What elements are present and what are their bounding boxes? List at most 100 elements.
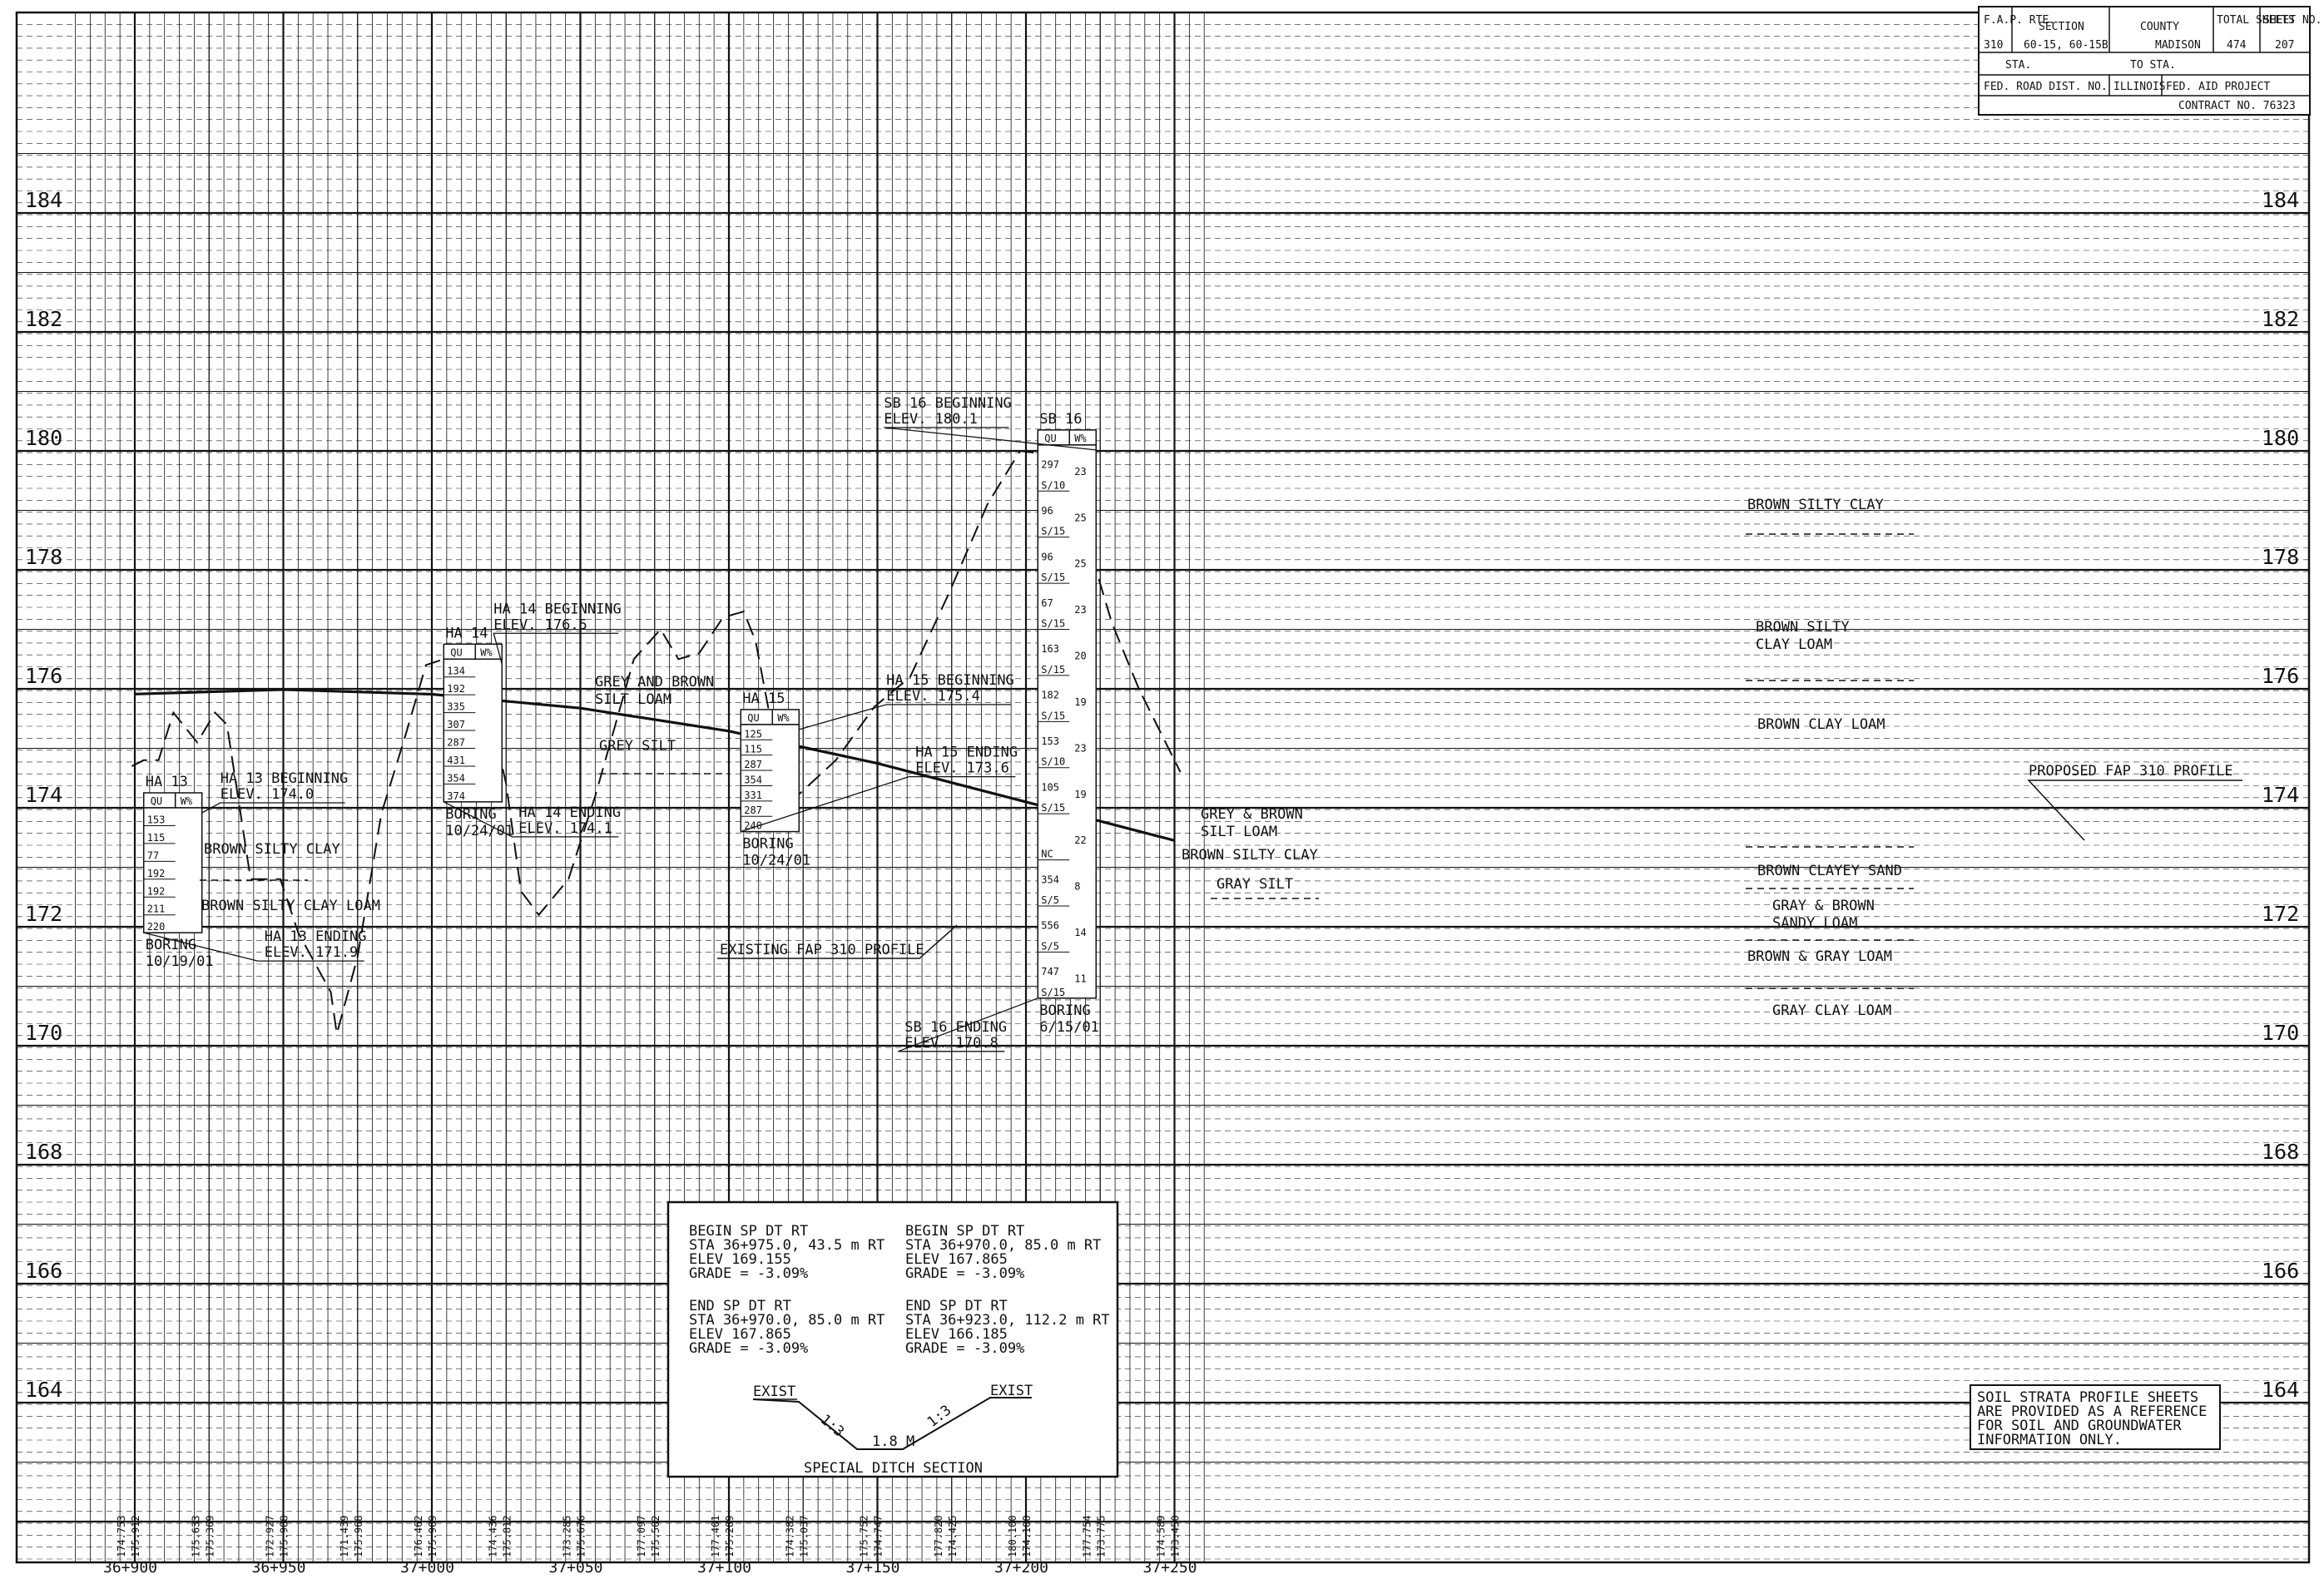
elevation-label-left: 184	[25, 188, 62, 212]
qu-value: 287	[744, 759, 762, 770]
proposed-profile-line	[134, 688, 1175, 842]
qu-value: 354	[447, 772, 465, 784]
col-qu-header: QU	[1044, 433, 1056, 444]
proposed-elev-readout: 175.037	[798, 1515, 810, 1557]
existing-elev-readout: 177.401	[710, 1515, 721, 1557]
svg-text:1.8 M: 1.8 M	[872, 1433, 914, 1450]
qu-value: S/15	[1041, 710, 1065, 721]
w-value: 14	[1074, 927, 1086, 938]
boring-date-label: BORING	[146, 937, 196, 953]
soil-label: BROWN CLAY LOAM	[1757, 716, 1885, 733]
svg-text:FED. ROAD DIST. NO.: FED. ROAD DIST. NO.	[1984, 81, 2108, 93]
proposed-elev-readout: 174.100	[1021, 1515, 1033, 1557]
qu-value: S/15	[1041, 526, 1065, 537]
svg-text:GRADE = -3.09%: GRADE = -3.09%	[689, 1340, 808, 1357]
elevation-label-right: 174	[2262, 783, 2299, 807]
qu-value: 335	[447, 701, 465, 713]
svg-text:GRADE = -3.09%: GRADE = -3.09%	[905, 1340, 1024, 1357]
proposed-elev-readout: 175.988	[279, 1515, 290, 1557]
svg-text:SPECIAL DITCH SECTION: SPECIAL DITCH SECTION	[804, 1460, 983, 1477]
boring-date: 10/24/01	[445, 823, 513, 839]
proposed-elev-readout: 175.676	[576, 1515, 587, 1557]
proposed-elev-readout: 175.812	[501, 1515, 513, 1557]
station-axis-labels: 36+900 36+950 37+000 37+050 37+100 37+150 37+2…	[103, 1559, 1197, 1577]
proposed-elev-readout: 174.425	[947, 1515, 959, 1557]
beginning-elev: ELEV. 174.0	[221, 786, 315, 803]
existing-elev-readout: 174.382	[784, 1515, 795, 1557]
station-label: 37+100	[697, 1559, 751, 1577]
svg-text:ELEV 167.865: ELEV 167.865	[689, 1326, 791, 1343]
soil-label: BROWN & GRAY LOAM	[1747, 948, 1892, 965]
existing-elev-readout: 171.439	[339, 1515, 350, 1557]
elevation-label-right: 180	[2262, 426, 2299, 450]
qu-value: 287	[744, 804, 762, 816]
qu-value: 192	[147, 885, 166, 897]
beginning-elev: ELEV. 176.5	[493, 616, 587, 633]
col-w-header: W%	[181, 795, 193, 807]
station-label: 37+250	[1143, 1559, 1197, 1577]
station-label: 36+900	[103, 1559, 157, 1577]
beginning-label: HA 15 BEGINNING	[886, 672, 1014, 689]
proposed-elev-readout: 175.289	[724, 1515, 736, 1557]
qu-value: 747	[1041, 966, 1059, 978]
qu-value: S/10	[1041, 756, 1065, 768]
beginning-elev: ELEV. 175.4	[886, 688, 980, 705]
qu-value: NC	[1041, 849, 1053, 860]
svg-text:STA 36+923.0, 112.2 m RT: STA 36+923.0, 112.2 m RT	[905, 1312, 1110, 1329]
soil-label: GREY & BROWN	[1201, 806, 1303, 823]
svg-text:CONTRACT NO. 76323: CONTRACT NO. 76323	[2178, 100, 2296, 112]
svg-text:F.A.P. RTE.: F.A.P. RTE.	[1984, 14, 2055, 27]
w-value: 19	[1074, 696, 1086, 708]
qu-value: S/15	[1041, 572, 1065, 583]
qu-value: 354	[744, 774, 762, 785]
qu-value: 556	[1041, 920, 1059, 932]
svg-text:TO STA.: TO STA.	[2130, 59, 2176, 72]
soil-label: BROWN SILTY CLAY	[204, 841, 340, 858]
soil-label: BROWN SILTY CLAY LOAM	[201, 898, 380, 914]
soil-labels-ha15: GREY & BROWN SILT LOAM BROWN SILTY CLAY …	[1182, 806, 1318, 893]
boring-date-label: BORING	[1039, 1002, 1090, 1019]
boring-title: HA 15	[742, 691, 785, 707]
existing-elev-readout: 177.097	[636, 1515, 647, 1557]
svg-text:GRADE = -3.09%: GRADE = -3.09%	[689, 1265, 808, 1282]
station-label: 36+950	[252, 1559, 306, 1577]
existing-elev-readout: 175.752	[859, 1515, 870, 1557]
qu-value: S/15	[1041, 664, 1065, 676]
elevation-label-left: 174	[25, 783, 62, 807]
soil-layer-dashes	[200, 533, 1914, 989]
proposed-profile-label: PROPOSED FAP 310 PROFILE	[2027, 763, 2242, 841]
col-qu-header: QU	[747, 712, 759, 724]
col-w-header: W%	[480, 646, 493, 658]
elevation-label-left: 182	[25, 307, 62, 331]
qu-value: 297	[1041, 459, 1059, 471]
svg-text:SECTION: SECTION	[2039, 21, 2084, 33]
proposed-elev-readout: 173.775	[1095, 1515, 1107, 1557]
soil-label: SILT LOAM	[1201, 824, 1277, 840]
boring-date: 10/24/01	[742, 853, 810, 869]
special-ditch-section: BEGIN SP DT RT STA 36+975.0, 43.5 m RT E…	[666, 1200, 1119, 1478]
title-block: F.A.P. RTE. SECTION COUNTY TOTAL SHEETS …	[1978, 6, 2322, 116]
qu-value: 331	[744, 790, 762, 801]
qu-value: 96	[1041, 505, 1053, 517]
soil-label: BROWN SILTY CLAY	[1182, 847, 1318, 864]
w-value: 23	[1074, 742, 1086, 754]
qu-value: 115	[147, 832, 166, 844]
svg-text:310: 310	[1984, 39, 2003, 52]
qu-value: 287	[447, 737, 465, 749]
qu-value: 182	[1041, 690, 1059, 701]
svg-text:STA 36+975.0, 43.5 m RT: STA 36+975.0, 43.5 m RT	[689, 1237, 885, 1254]
elevation-label-left: 170	[25, 1021, 62, 1045]
svg-text:STA 36+970.0, 85.0 m RT: STA 36+970.0, 85.0 m RT	[689, 1312, 885, 1329]
station-label: 37+000	[400, 1559, 454, 1577]
ending-elev: ELEV. 170.8	[904, 1035, 998, 1052]
qu-value: S/10	[1041, 479, 1065, 491]
w-value: 23	[1074, 466, 1086, 478]
elevation-label-right: 178	[2262, 545, 2299, 569]
ending-elev: ELEV. 174.1	[518, 820, 612, 837]
svg-text:END SP DT RT: END SP DT RT	[905, 1298, 1008, 1314]
ending-label: SB 16 ENDING	[904, 1019, 1007, 1036]
w-value: 25	[1074, 512, 1086, 523]
ending-elev: ELEV. 173.6	[915, 760, 1009, 777]
qu-value: 115	[744, 744, 762, 755]
